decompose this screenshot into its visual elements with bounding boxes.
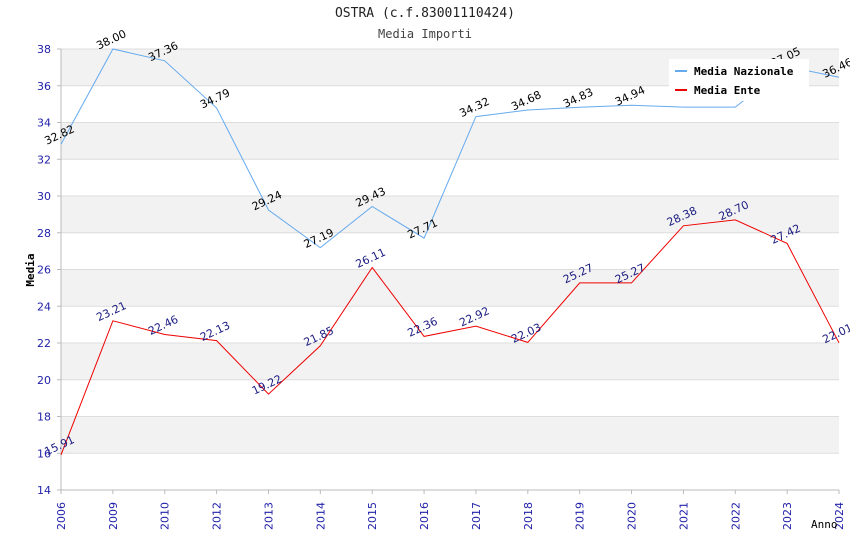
x-tick-label: 2012	[211, 502, 224, 530]
x-tick-label: 2018	[522, 502, 535, 530]
y-tick-label: 28	[37, 227, 51, 240]
series-line-nazionale	[60, 48, 840, 249]
grid-band	[61, 416, 839, 454]
y-tick-label: 26	[37, 264, 51, 277]
grid-band	[61, 306, 839, 343]
grid-band	[61, 269, 839, 307]
y-tick-label: 34	[37, 117, 51, 130]
x-tick-label: 2023	[781, 502, 794, 530]
grid-band	[61, 453, 839, 490]
y-axis-title: Media	[24, 253, 37, 286]
y-tick-label: 20	[37, 374, 51, 387]
x-tick-label: 2024	[833, 502, 846, 530]
grid-band	[61, 232, 839, 270]
y-tick-label: 32	[37, 153, 51, 166]
grid-band	[61, 122, 839, 160]
x-tick-label: 2014	[314, 502, 327, 530]
legend-label-ente: Media Ente	[694, 84, 761, 97]
x-tick-label: 2021	[677, 502, 690, 530]
y-tick-label: 30	[37, 190, 51, 203]
x-tick-label: 2013	[262, 502, 275, 530]
legend-label-nazionale: Media Nazionale	[694, 65, 794, 78]
x-tick-label: 2020	[626, 502, 639, 530]
y-tick-label: 36	[37, 80, 51, 93]
x-tick-label: 2006	[55, 502, 68, 530]
x-tick-label: 2016	[418, 502, 431, 530]
y-tick-label: 18	[37, 411, 51, 424]
y-tick-label: 38	[37, 43, 51, 56]
legend-box	[669, 59, 809, 101]
x-tick-label: 2019	[574, 502, 587, 530]
chart-title: OSTRA (c.f.83001110424)	[334, 6, 515, 21]
y-tick-label: 22	[37, 337, 51, 350]
legend: Media Nazionale Media Ente	[669, 59, 809, 101]
grid-band	[61, 343, 839, 380]
x-tick-label: 2017	[470, 502, 483, 530]
y-tick-label: 24	[37, 300, 51, 313]
x-axis-title: Anno	[811, 518, 838, 531]
chart-subtitle: Media Importi	[378, 27, 472, 41]
x-tick-label: 2015	[366, 502, 379, 530]
grid-band	[61, 196, 839, 233]
y-tick-label: 16	[37, 447, 51, 460]
x-tick-label: 2009	[107, 502, 120, 530]
x-tick-label: 2022	[729, 502, 742, 530]
grid-band	[61, 379, 839, 417]
y-tick-label: 14	[37, 484, 51, 497]
series-line-ente	[60, 219, 840, 456]
x-tick-label: 2010	[159, 502, 172, 530]
